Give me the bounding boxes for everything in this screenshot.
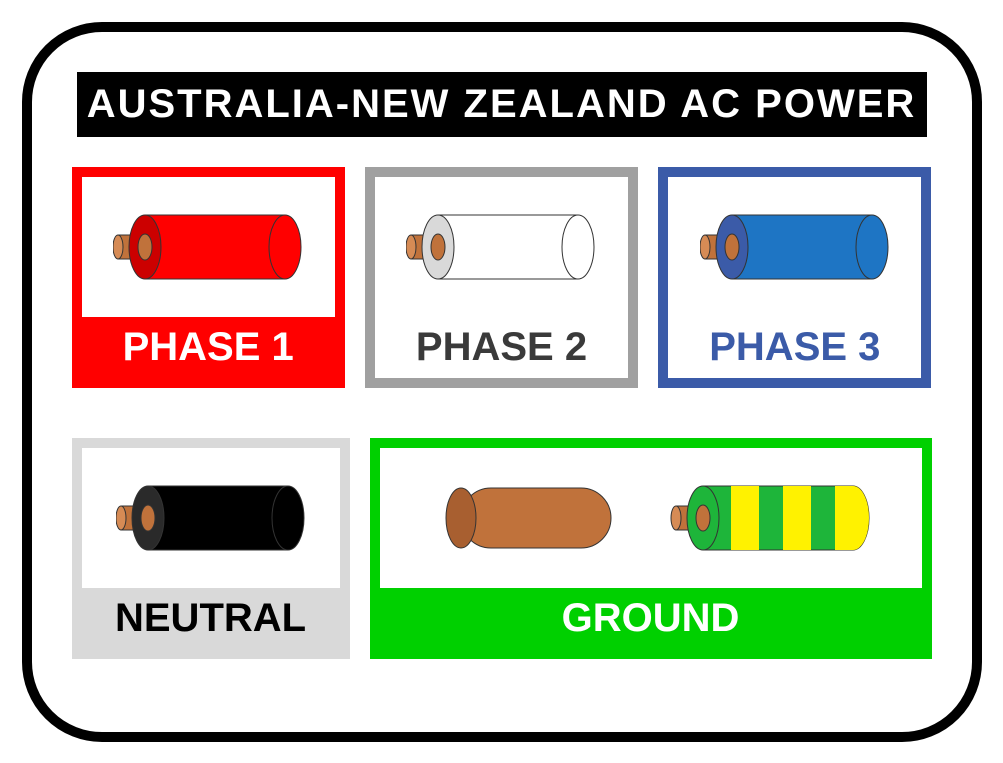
label-text-phase1: PHASE 1 (123, 325, 294, 369)
card-phase3: PHASE 3 (658, 167, 931, 388)
title-bar: AUSTRALIA-NEW ZEALAND AC POWER (77, 72, 927, 137)
label-text-phase3: PHASE 3 (709, 325, 880, 369)
label-phase2: PHASE 2 (375, 317, 628, 378)
label-text-phase2: PHASE 2 (416, 325, 587, 369)
wire-box-ground (380, 448, 922, 588)
wire-box-phase2 (375, 177, 628, 317)
row-neutral-ground: NEUTRAL (72, 438, 932, 659)
wire-box-phase1 (82, 177, 335, 317)
label-phase1: PHASE 1 (82, 317, 335, 378)
wire-icon-phase1 (113, 207, 303, 287)
card-ground: GROUND (370, 438, 932, 659)
wire-icon-ground (421, 478, 881, 558)
main-frame: AUSTRALIA-NEW ZEALAND AC POWER PHASE 1 (22, 22, 982, 742)
label-phase3: PHASE 3 (668, 317, 921, 378)
label-text-neutral: NEUTRAL (115, 596, 306, 640)
wire-box-phase3 (668, 177, 921, 317)
label-ground: GROUND (380, 588, 922, 649)
wire-icon-phase2 (406, 207, 596, 287)
card-phase1: PHASE 1 (72, 167, 345, 388)
label-text-ground: GROUND (562, 596, 740, 640)
card-neutral: NEUTRAL (72, 438, 350, 659)
row-phases: PHASE 1 PHASE 2 (72, 167, 932, 388)
wire-icon-phase3 (700, 207, 890, 287)
wire-icon-neutral (116, 478, 306, 558)
title-text: AUSTRALIA-NEW ZEALAND AC POWER (87, 82, 917, 126)
wire-box-neutral (82, 448, 340, 588)
label-neutral: NEUTRAL (82, 588, 340, 649)
card-phase2: PHASE 2 (365, 167, 638, 388)
